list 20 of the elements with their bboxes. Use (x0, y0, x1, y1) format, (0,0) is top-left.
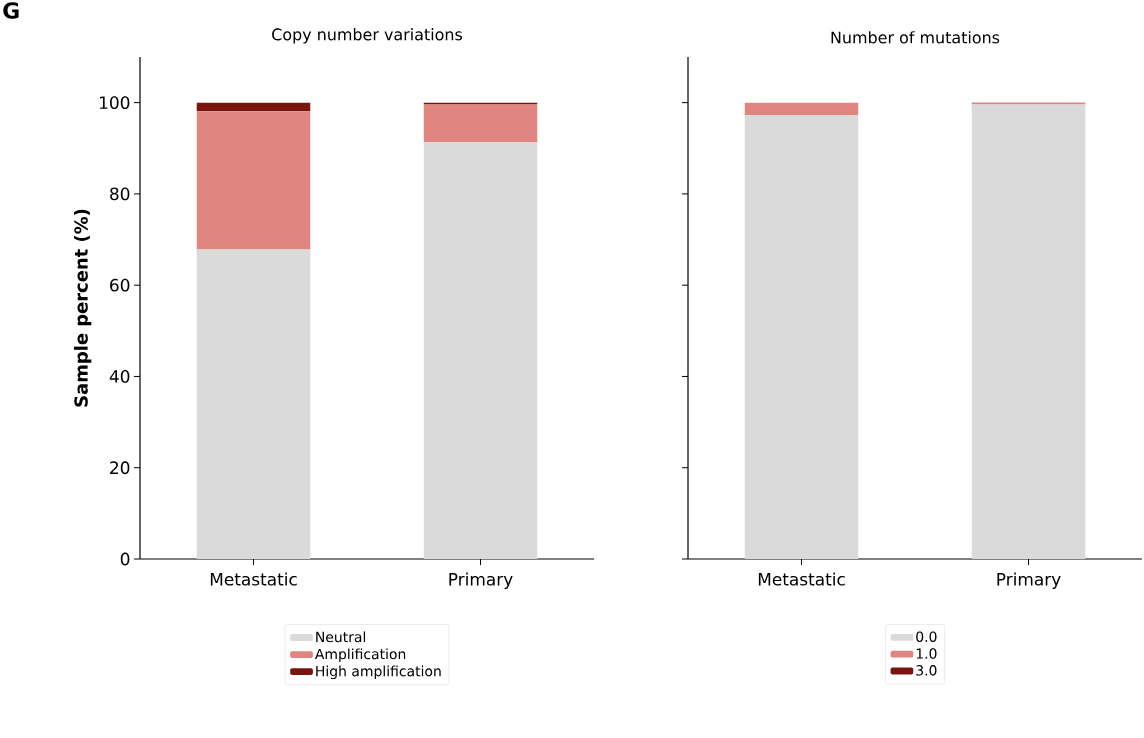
y-tick-label: 0 (120, 552, 130, 566)
legend-label: 3.0 (916, 665, 937, 676)
y-tick-label: 100 (100, 96, 130, 110)
y-tick-label: 20 (110, 461, 130, 475)
chart-title: Number of mutations (831, 31, 1000, 44)
legend-label: 0.0 (916, 631, 937, 642)
x-tick-label: Primary (449, 572, 513, 589)
y-tick-label: 80 (110, 187, 130, 201)
y-tick-label: 60 (110, 278, 130, 292)
x-tick-label: Metastatic (758, 572, 845, 586)
x-tick-label: Primary (997, 572, 1061, 589)
legend-label: Neutral (316, 631, 366, 643)
legend-label: Amplification (314, 648, 406, 663)
y-axis-title: Sample percent (%) (73, 209, 92, 407)
text: G (3, 2, 19, 19)
y-tick-label: 40 (109, 370, 130, 383)
legend-label: 1.0 (916, 648, 937, 659)
legend-label: High amplification (316, 665, 441, 680)
x-tick-label: Metastatic (210, 572, 297, 586)
chart-title: Copy number variations (272, 28, 463, 44)
